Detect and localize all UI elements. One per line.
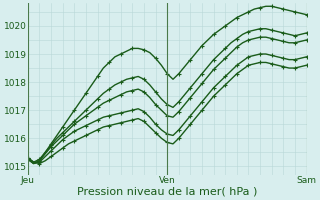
X-axis label: Pression niveau de la mer( hPa ): Pression niveau de la mer( hPa ) bbox=[77, 187, 257, 197]
